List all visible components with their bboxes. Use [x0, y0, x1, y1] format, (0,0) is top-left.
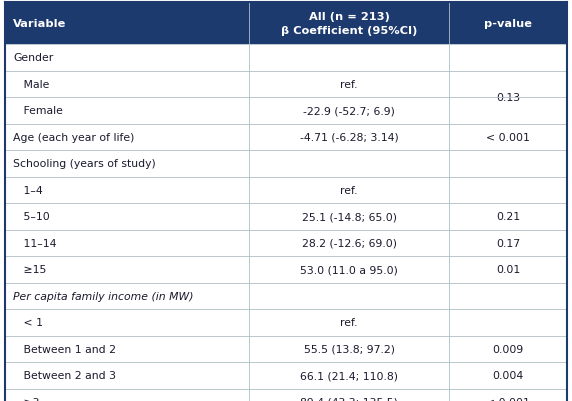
Bar [5, 230, 567, 256]
Text: -4.71 (-6.28; 3.14): -4.71 (-6.28; 3.14) [300, 132, 399, 142]
Text: Male: Male [13, 79, 49, 89]
Text: < 0.001: < 0.001 [486, 397, 530, 401]
Bar [5, 309, 567, 336]
Text: 0.004: 0.004 [492, 371, 523, 380]
Text: 11–14: 11–14 [13, 238, 57, 248]
Text: 0.17: 0.17 [496, 238, 520, 248]
Bar [5, 389, 567, 401]
Bar [5, 283, 567, 309]
Bar [5, 3, 567, 45]
Text: 1–4: 1–4 [13, 185, 43, 195]
Text: 55.5 (13.8; 97.2): 55.5 (13.8; 97.2) [304, 344, 395, 354]
Text: Schooling (years of study): Schooling (years of study) [13, 159, 156, 169]
Text: 28.2 (-12.6; 69.0): 28.2 (-12.6; 69.0) [301, 238, 397, 248]
Text: Female: Female [13, 106, 63, 116]
Bar [5, 151, 567, 177]
Text: Between 1 and 2: Between 1 and 2 [13, 344, 116, 354]
Text: p-value: p-value [484, 19, 532, 29]
Bar [5, 177, 567, 203]
Text: Between 2 and 3: Between 2 and 3 [13, 371, 116, 380]
Text: 89.4 (43.3; 135.5): 89.4 (43.3; 135.5) [300, 397, 398, 401]
Text: ref.: ref. [340, 185, 358, 195]
Bar [5, 256, 567, 283]
Text: Variable: Variable [13, 19, 66, 29]
Text: 0.01: 0.01 [496, 265, 520, 275]
Text: 53.0 (11.0 a 95.0): 53.0 (11.0 a 95.0) [300, 265, 398, 275]
Text: < 0.001: < 0.001 [486, 132, 530, 142]
Text: -22.9 (-52.7; 6.9): -22.9 (-52.7; 6.9) [303, 106, 395, 116]
Text: ≥15: ≥15 [13, 265, 46, 275]
Text: ref.: ref. [340, 318, 358, 328]
Bar [5, 98, 567, 124]
Bar [5, 203, 567, 230]
Text: 0.13: 0.13 [496, 93, 520, 103]
Text: 5–10: 5–10 [13, 212, 50, 222]
Text: All (n = 213)
β Coefficient (95%CI): All (n = 213) β Coefficient (95%CI) [281, 12, 418, 36]
Text: 25.1 (-14.8; 65.0): 25.1 (-14.8; 65.0) [301, 212, 397, 222]
Text: Gender: Gender [13, 53, 53, 63]
Text: 0.009: 0.009 [492, 344, 523, 354]
Bar [5, 71, 567, 98]
Text: ≥3: ≥3 [13, 397, 39, 401]
Text: Per capita family income (in MW): Per capita family income (in MW) [13, 291, 193, 301]
Text: Age (each year of life): Age (each year of life) [13, 132, 134, 142]
Bar [5, 336, 567, 362]
Bar [5, 362, 567, 389]
Text: 0.21: 0.21 [496, 212, 520, 222]
Text: 66.1 (21.4; 110.8): 66.1 (21.4; 110.8) [300, 371, 398, 380]
Text: < 1: < 1 [13, 318, 43, 328]
Text: ref.: ref. [340, 79, 358, 89]
Bar [5, 124, 567, 151]
Bar [5, 45, 567, 71]
